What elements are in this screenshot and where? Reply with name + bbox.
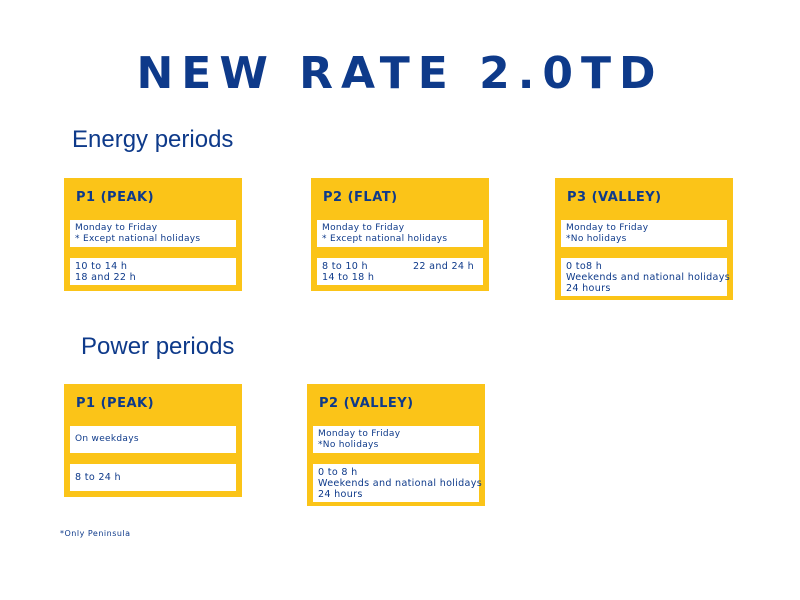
energy-p1-hours: 10 to 14 h 18 and 22 h (70, 258, 236, 285)
energy-p1-hours-line-1: 10 to 14 h (75, 261, 128, 272)
power-p1-hours-line: 8 to 24 h (75, 472, 121, 483)
energy-p1-days-line-1: Monday to Friday (75, 223, 158, 233)
energy-p3-days: Monday to Friday *No holidays (561, 220, 727, 247)
footnote: *Only Peninsula (60, 529, 131, 538)
power-p1-hours: 8 to 24 h (70, 464, 236, 491)
energy-p2-hours: 8 to 10 h 14 to 18 h 22 and 24 h (317, 258, 483, 285)
power-p2-days-line-2: *No holidays (318, 440, 379, 450)
energy-p1-days: Monday to Friday * Except national holid… (70, 220, 236, 247)
power-p2-hours-line-3: 24 hours (318, 489, 363, 500)
power-p1-days-line: On weekdays (75, 434, 139, 444)
energy-p2-hours-line-1: 8 to 10 h (322, 261, 368, 272)
page-title: NEW RATE 2.0TD (136, 48, 664, 99)
energy-p2-days: Monday to Friday * Except national holid… (317, 220, 483, 247)
energy-p2-hours-line-2: 14 to 18 h (322, 272, 375, 283)
energy-p2-days-line-2: * Except national holidays (322, 234, 448, 244)
power-p1-days: On weekdays (70, 426, 236, 453)
power-p2-days-line-1: Monday to Friday (318, 429, 401, 439)
power-p1-title: P1 (PEAK) (76, 396, 155, 411)
power-p2-hours-line-1: 0 to 8 h (318, 467, 358, 478)
energy-p3-hours-line-1: 0 to8 h (566, 261, 603, 272)
power-p2-days: Monday to Friday *No holidays (313, 426, 479, 453)
energy-p2-title: P2 (FLAT) (323, 190, 398, 205)
power-p2-hours: 0 to 8 h Weekends and national holidays … (313, 464, 483, 502)
energy-p3-card: P3 (VALLEY) Monday to Friday *No holiday… (555, 178, 733, 300)
energy-p3-days-line-2: *No holidays (566, 234, 627, 244)
power-p1-card: P1 (PEAK) On weekdays 8 to 24 h (64, 384, 242, 497)
power-p2-hours-line-2: Weekends and national holidays (318, 478, 483, 489)
energy-p2-days-line-1: Monday to Friday (322, 223, 405, 233)
energy-p1-hours-line-2: 18 and 22 h (75, 272, 136, 283)
power-periods-heading: Power periods (81, 333, 235, 360)
energy-p1-days-line-2: * Except national holidays (75, 234, 201, 244)
power-p2-card: P2 (VALLEY) Monday to Friday *No holiday… (307, 384, 485, 506)
energy-p2-card: P2 (FLAT) Monday to Friday * Except nati… (311, 178, 489, 291)
energy-p3-hours-line-3: 24 hours (566, 283, 611, 294)
energy-p3-hours-line-2: Weekends and national holidays (566, 272, 731, 283)
energy-p1-card: P1 (PEAK) Monday to Friday * Except nati… (64, 178, 242, 291)
energy-p3-hours: 0 to8 h Weekends and national holidays 2… (561, 258, 731, 296)
power-p2-title: P2 (VALLEY) (319, 396, 414, 411)
energy-p1-title: P1 (PEAK) (76, 190, 155, 205)
energy-periods-heading: Energy periods (72, 126, 234, 153)
energy-p3-days-line-1: Monday to Friday (566, 223, 649, 233)
energy-p3-title: P3 (VALLEY) (567, 190, 662, 205)
energy-p2-hours-extra: 22 and 24 h (413, 261, 474, 272)
